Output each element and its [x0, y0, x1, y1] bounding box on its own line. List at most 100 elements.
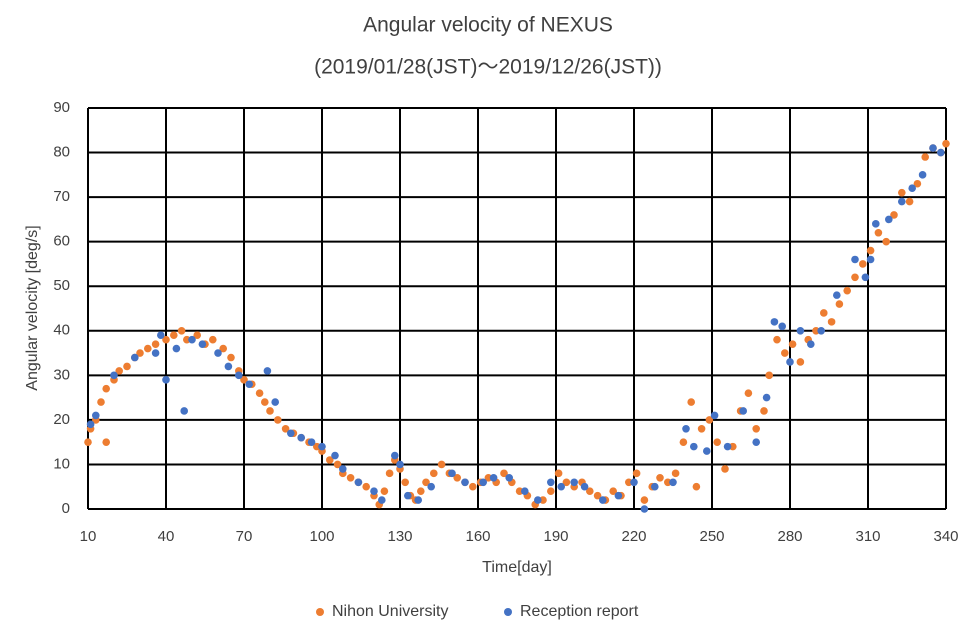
data-point [744, 389, 753, 397]
data-point [859, 260, 867, 268]
data-point [778, 322, 786, 331]
data-point [898, 197, 906, 206]
data-point [752, 438, 760, 446]
data-point [422, 478, 430, 487]
data-point [713, 438, 721, 446]
data-point [765, 371, 773, 380]
data-point [760, 407, 768, 415]
data-point [240, 375, 248, 384]
data-point [817, 326, 825, 335]
data-point [346, 474, 355, 482]
x-tick-label: 310 [855, 528, 880, 545]
y-tick-label: 50 [53, 277, 70, 294]
data-point [193, 331, 201, 340]
data-point [123, 362, 131, 371]
data-point [788, 340, 797, 348]
data-point [586, 487, 594, 495]
data-point [271, 398, 280, 406]
data-point [313, 442, 321, 451]
data-point [380, 487, 389, 495]
data-point [500, 469, 508, 478]
x-tick-label: 340 [933, 528, 958, 545]
data-point [151, 349, 160, 357]
data-point [198, 340, 207, 348]
data-point [170, 331, 178, 340]
data-point [417, 487, 425, 495]
data-point [664, 478, 672, 487]
data-point [326, 456, 334, 464]
data-point [898, 188, 906, 197]
data-point [851, 273, 859, 282]
data-point [489, 474, 498, 482]
data-point [812, 326, 820, 335]
data-point [770, 318, 779, 326]
data-point [807, 340, 815, 348]
data-point [515, 487, 524, 495]
data-point [547, 487, 555, 495]
data-point [682, 425, 690, 433]
data-point [625, 478, 633, 487]
data-point [255, 389, 264, 397]
data-point [287, 429, 295, 438]
data-point [263, 367, 272, 375]
data-point [632, 469, 641, 478]
data-point [671, 469, 680, 478]
data-point [942, 139, 950, 148]
data-point [97, 398, 105, 406]
legend-marker [316, 608, 324, 616]
data-point [851, 255, 859, 264]
data-point [274, 416, 282, 424]
data-point [547, 478, 555, 487]
data-point [614, 491, 623, 500]
data-point [414, 496, 423, 504]
y-tick-label: 30 [53, 366, 70, 383]
x-tick-label: 40 [158, 528, 175, 545]
data-point [227, 353, 235, 362]
data-point [430, 469, 438, 478]
data-point [890, 211, 898, 219]
data-point [188, 335, 196, 344]
data-point [687, 398, 695, 406]
y-tick-label: 20 [53, 411, 70, 428]
data-point [224, 362, 233, 371]
data-point [843, 286, 851, 295]
data-point [721, 465, 729, 473]
data-point [729, 442, 737, 451]
data-point [469, 482, 477, 491]
data-point [866, 255, 875, 264]
x-tick-label: 100 [309, 528, 334, 545]
chart-title: Angular velocity of NEXUS [363, 14, 613, 37]
data-point [162, 375, 170, 384]
data-point [401, 478, 410, 487]
x-tick-label: 190 [543, 528, 568, 545]
data-point [679, 438, 688, 446]
x-axis-label: Time[day] [482, 559, 552, 576]
data-point [86, 420, 95, 429]
data-point [921, 153, 929, 161]
data-point [861, 273, 870, 282]
data-point [705, 416, 714, 424]
data-point [539, 496, 547, 504]
data-point [929, 144, 937, 152]
data-point [669, 478, 677, 487]
data-point [796, 358, 805, 366]
data-point [214, 349, 222, 357]
x-tick-label: 220 [621, 528, 646, 545]
data-point [180, 407, 188, 415]
data-point [918, 171, 927, 179]
data-point [378, 496, 386, 504]
y-tick-label: 10 [53, 455, 70, 472]
data-point [703, 447, 711, 455]
data-point [331, 451, 339, 460]
y-tick-label: 80 [53, 144, 70, 161]
data-point [908, 184, 916, 192]
y-tick-label: 60 [53, 233, 70, 250]
data-point [281, 425, 290, 433]
data-point [172, 344, 181, 353]
data-point [297, 433, 306, 442]
data-point [557, 482, 565, 491]
x-tick-label: 130 [387, 528, 412, 545]
data-point [162, 335, 170, 344]
data-point [723, 442, 732, 451]
data-point [599, 496, 607, 504]
